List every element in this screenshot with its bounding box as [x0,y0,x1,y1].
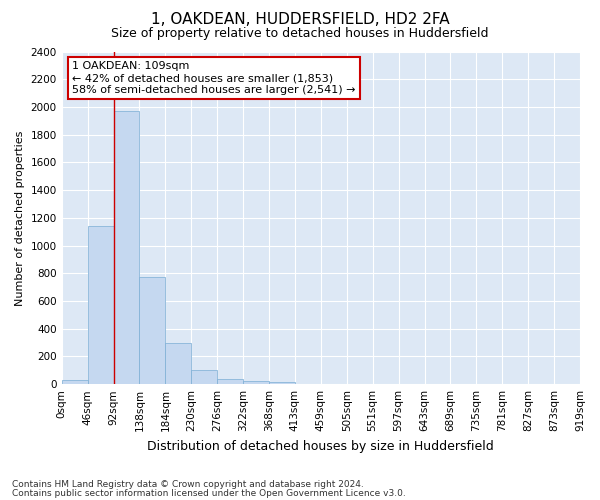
Bar [139,277,166,384]
Bar [113,111,139,384]
Text: Contains public sector information licensed under the Open Government Licence v3: Contains public sector information licen… [12,488,406,498]
Text: 1, OAKDEAN, HUDDERSFIELD, HD2 2FA: 1, OAKDEAN, HUDDERSFIELD, HD2 2FA [151,12,449,28]
Text: Size of property relative to detached houses in Huddersfield: Size of property relative to detached ho… [111,28,489,40]
Bar [166,342,191,384]
Bar [217,378,243,384]
Bar [88,226,113,384]
Y-axis label: Number of detached properties: Number of detached properties [15,130,25,306]
Text: Contains HM Land Registry data © Crown copyright and database right 2024.: Contains HM Land Registry data © Crown c… [12,480,364,489]
Bar [243,380,269,384]
Bar [191,370,217,384]
Bar [269,382,295,384]
Text: 1 OAKDEAN: 109sqm
← 42% of detached houses are smaller (1,853)
58% of semi-detac: 1 OAKDEAN: 109sqm ← 42% of detached hous… [72,62,356,94]
Bar [62,380,88,384]
X-axis label: Distribution of detached houses by size in Huddersfield: Distribution of detached houses by size … [148,440,494,452]
